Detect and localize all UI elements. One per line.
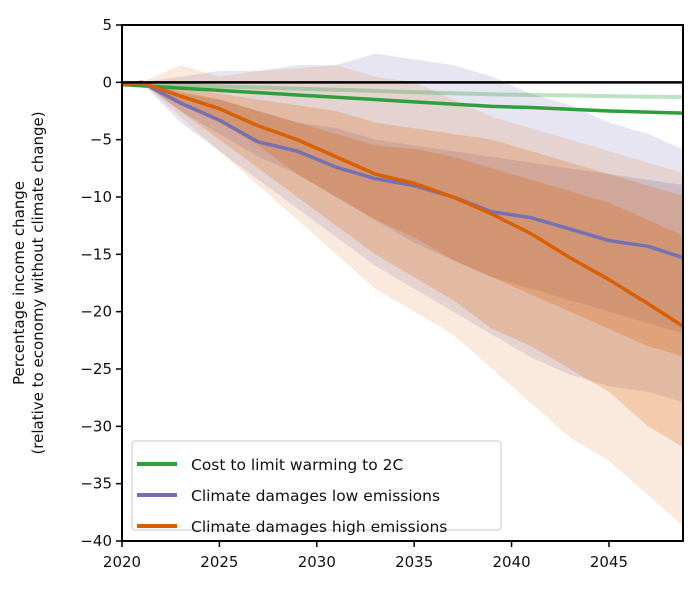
band-series-2-1 bbox=[122, 82, 683, 447]
y-tick-label: 5 bbox=[102, 16, 112, 34]
y-axis-label: Percentage income change bbox=[10, 181, 28, 385]
y-tick-label: −30 bbox=[80, 417, 112, 435]
plot-frame bbox=[121, 24, 684, 542]
y-tick-label: −40 bbox=[80, 532, 112, 550]
legend-label: Climate damages high emissions bbox=[191, 518, 447, 536]
uncertainty-bands bbox=[122, 53, 683, 527]
x-tick-label: 2040 bbox=[492, 553, 530, 571]
legend-label: Cost to limit warming to 2C bbox=[191, 456, 403, 474]
x-tick-label: 2030 bbox=[298, 553, 336, 571]
band-series-1-0 bbox=[122, 53, 683, 403]
x-tick-label: 2035 bbox=[395, 553, 433, 571]
band-series-2-0 bbox=[122, 65, 683, 527]
series-lines bbox=[122, 80, 683, 329]
x-tick-label: 2025 bbox=[200, 553, 238, 571]
x-tick-label: 2045 bbox=[590, 553, 628, 571]
y-axis-label-line2: (relative to economy without climate cha… bbox=[29, 111, 47, 454]
x-tick-label: 2020 bbox=[103, 553, 141, 571]
band-series-2-2 bbox=[122, 82, 683, 357]
y-tick-label: −15 bbox=[80, 245, 112, 263]
legend-label: Climate damages low emissions bbox=[191, 487, 440, 505]
series-line-2 bbox=[122, 80, 683, 329]
y-tick-label: −10 bbox=[80, 188, 112, 206]
y-tick-label: 0 bbox=[102, 73, 112, 91]
y-tick-label: −5 bbox=[90, 131, 112, 149]
series-line-0 bbox=[122, 82, 683, 115]
y-tick-label: −35 bbox=[80, 475, 112, 493]
band-series-1-1 bbox=[122, 82, 683, 334]
legend: Cost to limit warming to 2C Climate damag… bbox=[131, 440, 502, 536]
y-tick-label: −25 bbox=[80, 360, 112, 378]
x-axis-ticks: 2020 2025 2030 2035 2040 2045 bbox=[103, 541, 628, 571]
y-axis-ticks: 5 0 −5 −10 −15 −20 −25 −30 −35 −40 bbox=[80, 16, 122, 550]
series-secondary-line-0 bbox=[122, 81, 683, 100]
y-tick-label: −20 bbox=[80, 303, 112, 321]
series-line-1 bbox=[122, 80, 683, 260]
